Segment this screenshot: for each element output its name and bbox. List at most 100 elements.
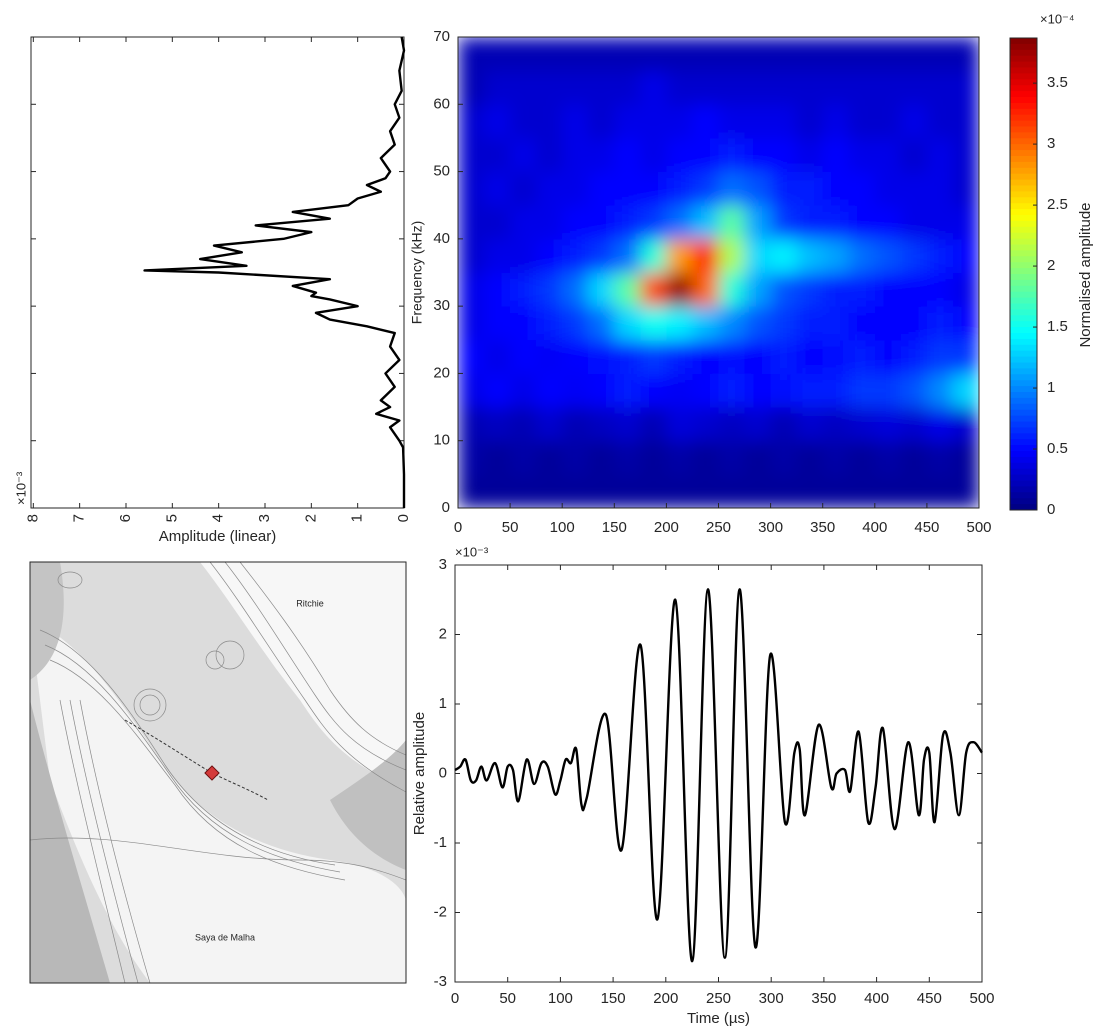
heatmap-cell <box>510 272 537 307</box>
heatmap-cell <box>848 238 876 273</box>
colorbar-strip <box>1010 73 1037 80</box>
heatmap-cell <box>952 339 979 374</box>
heatmap-cell <box>510 37 537 72</box>
heatmap-cell <box>666 474 693 508</box>
heatmap-cell <box>900 238 928 273</box>
heatmap-cell <box>718 440 746 475</box>
colorbar-frame <box>1009 37 1038 511</box>
colorbar-strip <box>1010 156 1037 163</box>
x-tick-label: 100 <box>550 519 575 536</box>
heatmap-cell <box>458 171 485 206</box>
heatmap-cell <box>900 171 928 206</box>
heatmap-cell <box>614 37 641 72</box>
heatmap-cell <box>744 238 772 273</box>
heatmap-cell <box>536 205 563 240</box>
heatmap-cell <box>510 171 537 206</box>
x-axis-label: Amplitude (linear) <box>159 528 277 545</box>
heatmap-cell <box>848 306 876 341</box>
heatmap-cell <box>692 70 719 105</box>
heatmap-cell <box>900 205 928 240</box>
colorbar-strip <box>1010 67 1037 74</box>
heatmap-cell <box>744 440 772 475</box>
heatmap-cell <box>744 407 772 442</box>
heatmap-cell <box>692 104 719 139</box>
heatmap-cell <box>510 104 537 139</box>
heatmap-cell <box>614 205 641 240</box>
y-tick-label: 20 <box>433 364 450 381</box>
x-tick-label: 500 <box>969 990 994 1007</box>
colorbar-strip <box>1010 126 1037 133</box>
heatmap-cell <box>718 238 746 273</box>
heatmap-cell <box>848 137 876 173</box>
heatmap-cell <box>588 137 615 173</box>
colorbar-strip <box>1010 504 1037 511</box>
heatmap-cell <box>874 205 902 240</box>
heatmap-cell <box>796 104 824 139</box>
colorbar-strip <box>1010 397 1037 405</box>
heatmap-cell <box>796 440 824 475</box>
heatmap-cell <box>718 272 746 307</box>
heatmap-cell <box>744 70 772 105</box>
x-tick-label: 0 <box>454 519 462 536</box>
map <box>30 562 406 983</box>
heatmap-cell <box>848 440 876 475</box>
heatmap-cell <box>952 373 979 408</box>
heatmap-cell <box>536 474 563 508</box>
heatmap-cell <box>536 339 563 374</box>
heatmap-cell <box>744 37 772 72</box>
x-exponent: ×10⁻³ <box>13 471 28 505</box>
heatmap-cell <box>640 205 667 240</box>
heatmap-cell <box>458 306 485 341</box>
heatmap-cell <box>666 70 693 105</box>
heatmap-cell <box>952 440 979 475</box>
heatmap-cell <box>536 373 563 408</box>
heatmap-cell <box>510 474 537 508</box>
x-tick-label: 3 <box>256 514 273 522</box>
heatmap-cell <box>458 70 485 105</box>
heatmap-cell <box>900 306 928 341</box>
colorbar-strip <box>1010 338 1037 346</box>
y-axis-label: Frequency (kHz) <box>409 221 425 324</box>
colorbar-strip <box>1010 356 1037 363</box>
colorbar-strip <box>1010 150 1037 157</box>
colorbar-strip <box>1010 226 1037 234</box>
x-tick-label: 200 <box>654 519 679 536</box>
heatmap-cell <box>900 104 928 139</box>
heatmap-cell <box>718 407 746 442</box>
heatmap-cell <box>510 339 537 374</box>
heatmap-cell <box>562 205 589 240</box>
heatmap-cell <box>874 373 902 408</box>
heatmap-cell <box>874 474 902 508</box>
heatmap-cell <box>926 474 954 508</box>
y-tick-label: 70 <box>433 28 450 45</box>
heatmap-cell <box>796 171 824 206</box>
colorbar-strip <box>1010 38 1037 45</box>
heatmap-cell <box>926 37 954 72</box>
heatmap-cell <box>458 339 485 374</box>
colorbar-strip <box>1010 415 1037 422</box>
heatmap-cell <box>666 137 693 173</box>
heatmap-cell <box>692 37 719 72</box>
colorbar-strip <box>1010 79 1037 86</box>
heatmap-cell <box>510 70 537 105</box>
heatmap-cell <box>822 70 850 105</box>
heatmap-cell <box>640 440 667 475</box>
x-tick-label: 0 <box>451 990 459 1007</box>
heatmap-cell <box>952 272 979 307</box>
heatmap-cell <box>458 104 485 139</box>
heatmap-cell <box>900 440 928 475</box>
heatmap-cell <box>588 339 615 374</box>
heatmap-cell <box>796 205 824 240</box>
heatmap-cell <box>770 373 798 408</box>
heatmap-cell <box>874 171 902 206</box>
colorbar-strip <box>1010 215 1037 222</box>
heatmap-cell <box>640 339 667 374</box>
colorbar-strip <box>1010 492 1037 499</box>
colorbar-tick-label: 1 <box>1047 379 1055 396</box>
colorbar-exponent: ×10⁻⁴ <box>1040 11 1075 26</box>
heatmap-cell <box>562 238 589 273</box>
colorbar-strip <box>1010 486 1037 493</box>
heatmap-cell <box>926 440 954 475</box>
heatmap-cell <box>458 407 485 442</box>
heatmap-cell <box>640 104 667 139</box>
